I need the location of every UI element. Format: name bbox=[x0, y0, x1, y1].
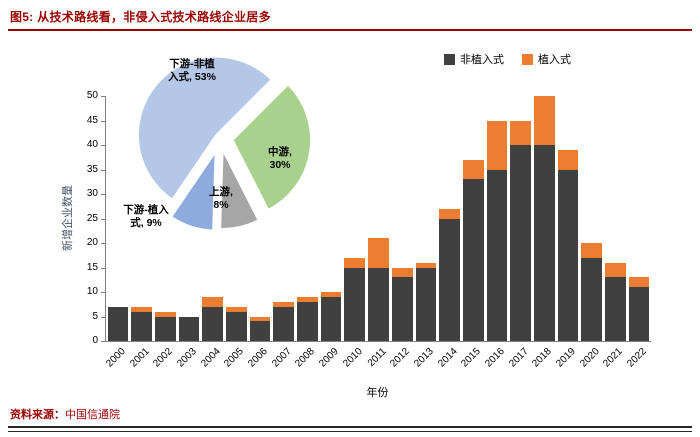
y-tick-label: 0 bbox=[92, 335, 98, 346]
bar-segment bbox=[273, 306, 295, 341]
legend-item-nonimplantable: 非植入式 bbox=[444, 51, 504, 67]
y-tick-label: 10 bbox=[86, 286, 98, 297]
pie-label-midstream: 中游, 30% bbox=[268, 146, 292, 172]
y-tick-label: 5 bbox=[92, 310, 98, 322]
bar-segment bbox=[486, 169, 508, 341]
bar-segment bbox=[249, 321, 271, 341]
y-tick-label: 30 bbox=[86, 188, 98, 199]
y-tick-label: 45 bbox=[86, 114, 98, 126]
bar-segment bbox=[131, 311, 152, 341]
bar-segment bbox=[510, 145, 531, 341]
bar-segment bbox=[320, 296, 342, 341]
bottom-double-rule bbox=[8, 426, 692, 432]
title-divider bbox=[8, 29, 692, 31]
bar-segment bbox=[202, 296, 223, 307]
legend-swatch-nonimplantable-icon bbox=[444, 53, 455, 65]
bar-segment bbox=[415, 267, 437, 341]
y-tick-label: 35 bbox=[86, 163, 98, 175]
bar-plot: 0 5 10 15 20 25 30 35 40 45 50 2000 2001 2002 2003 2004… bbox=[87, 90, 651, 370]
pie-slice-0 bbox=[137, 56, 273, 201]
bar-segment bbox=[320, 292, 342, 297]
bar-segment bbox=[391, 267, 413, 278]
legend-swatch-implantable-icon bbox=[522, 53, 533, 65]
chart-legend: 非植入式 植入式 bbox=[444, 51, 571, 67]
source-value: 中国信通院 bbox=[65, 409, 120, 421]
bar-segment bbox=[225, 306, 247, 312]
bar-segment bbox=[486, 120, 508, 170]
bar-segment bbox=[297, 301, 318, 341]
pie-svg bbox=[137, 56, 312, 232]
bar-segment bbox=[439, 218, 460, 341]
bar-segment bbox=[605, 277, 626, 341]
pie-chart: 下游-非植入式, 53% 中游, 30% 上游, 8% 下游-植入式, 9% bbox=[112, 40, 340, 258]
bar-segment bbox=[225, 311, 247, 341]
figure-title: 图5: 从技术路线看，非侵入式技术路线企业居多 bbox=[10, 10, 271, 24]
y-tick-label: 20 bbox=[86, 237, 98, 248]
y-tick-mark bbox=[101, 316, 106, 318]
bar-segment bbox=[202, 306, 223, 341]
bar-segment bbox=[297, 296, 318, 302]
pie-label-downstream-noninvasive: 下游-非植入式, 53% bbox=[168, 58, 216, 84]
bar-segment bbox=[344, 257, 366, 268]
legend-label-nonimplantable: 非植入式 bbox=[460, 54, 504, 66]
y-tick-mark bbox=[101, 145, 106, 146]
bar-segment bbox=[273, 301, 295, 307]
y-tick-label: 15 bbox=[86, 261, 98, 273]
bar-segment bbox=[581, 243, 603, 258]
bar-segment bbox=[628, 277, 650, 288]
pie-label-upstream: 上游, 8% bbox=[209, 186, 233, 212]
y-tick-mark bbox=[101, 218, 106, 220]
y-tick-mark bbox=[101, 194, 106, 195]
source-label: 资料来源： bbox=[10, 409, 65, 421]
bar-segment bbox=[415, 262, 437, 268]
bar-segment bbox=[391, 277, 413, 341]
y-tick-mark bbox=[101, 292, 106, 293]
y-tick-label: 25 bbox=[86, 212, 98, 224]
pie-slice-3 bbox=[170, 149, 217, 232]
bar-segment bbox=[462, 179, 484, 341]
y-tick-mark bbox=[101, 267, 106, 269]
y-tick-mark bbox=[101, 120, 106, 122]
bar-segment bbox=[368, 267, 389, 341]
legend-item-implantable: 植入式 bbox=[522, 51, 571, 67]
bar-segment bbox=[605, 262, 626, 278]
bar-segment bbox=[154, 316, 176, 341]
bar-segment bbox=[249, 316, 271, 322]
pie-label-downstream-invasive: 下游-植入式, 9% bbox=[123, 204, 169, 230]
y-tick-mark bbox=[101, 169, 106, 171]
bar-segment bbox=[510, 120, 531, 145]
bar-segment bbox=[628, 287, 650, 341]
bar-segment bbox=[439, 208, 460, 219]
bar-segment bbox=[154, 311, 176, 317]
bar-segment bbox=[534, 96, 555, 145]
pie-slice-2 bbox=[219, 150, 260, 230]
bar-segment bbox=[557, 169, 579, 341]
bar-segment bbox=[344, 267, 366, 341]
bar-segment bbox=[178, 316, 200, 341]
legend-label-implantable: 植入式 bbox=[538, 54, 571, 66]
bar-segment bbox=[462, 159, 484, 180]
y-tick-mark bbox=[101, 243, 106, 244]
x-axis-title: 年份 bbox=[366, 387, 389, 399]
y-tick-label: 40 bbox=[86, 139, 98, 150]
pie-slice-1 bbox=[231, 83, 312, 211]
y-tick-mark bbox=[101, 96, 106, 97]
bar-segment bbox=[534, 145, 555, 341]
source-note: 资料来源：中国信通院 bbox=[10, 406, 120, 422]
bar-segment bbox=[131, 306, 152, 312]
y-tick-mark bbox=[101, 341, 106, 342]
bar-segment bbox=[581, 257, 603, 341]
y-tick-label: 50 bbox=[86, 90, 98, 101]
bar-segment bbox=[368, 238, 389, 268]
bar-segment bbox=[557, 149, 579, 170]
bar-segment bbox=[107, 306, 129, 341]
